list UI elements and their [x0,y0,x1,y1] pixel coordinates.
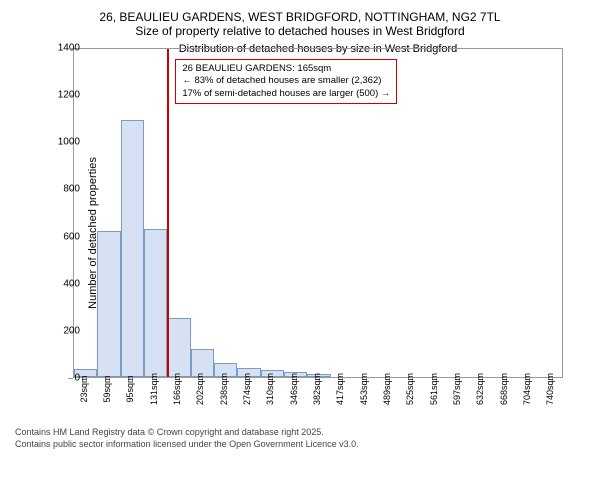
y-tick-label: 0 [45,373,80,384]
x-tick-label: 597sqm [452,373,462,405]
annotation-line1: 26 BEAULIEU GARDENS: 165sqm [182,63,390,75]
marker-line [167,49,169,377]
y-tick-line [68,189,73,190]
y-tick-line [68,95,73,96]
x-tick-label: 274sqm [242,373,252,405]
footer-line2: Contains public sector information licen… [15,439,585,451]
y-tick-line [68,48,73,49]
histogram-bar [121,120,144,377]
x-tick-label: 632sqm [475,373,485,405]
x-tick-label: 131sqm [149,373,159,405]
x-tick-label: 238sqm [219,373,229,405]
x-tick-label: 382sqm [312,373,322,405]
x-tick-label: 95sqm [125,375,135,402]
y-tick-line [68,378,73,379]
y-tick-line [68,237,73,238]
title-line1: 26, BEAULIEU GARDENS, WEST BRIDGFORD, NO… [15,10,585,24]
footer: Contains HM Land Registry data © Crown c… [15,427,585,450]
title-line2: Size of property relative to detached ho… [15,24,585,38]
footer-line1: Contains HM Land Registry data © Crown c… [15,427,585,439]
x-tick-label: 525sqm [405,373,415,405]
x-tick-label: 489sqm [382,373,392,405]
annotation-line2: ← 83% of detached houses are smaller (2,… [182,75,390,87]
histogram-bar [144,229,167,378]
chart-area: Number of detached properties 23sqm59sqm… [25,43,575,423]
plot-area: 23sqm59sqm95sqm131sqm166sqm202sqm238sqm2… [73,48,563,378]
y-tick-label: 200 [45,325,80,336]
x-tick-label: 740sqm [545,373,555,405]
y-tick-label: 400 [45,278,80,289]
x-tick-label: 417sqm [335,373,345,405]
y-tick-line [68,331,73,332]
histogram-bar [167,318,190,377]
x-tick-label: 202sqm [195,373,205,405]
y-tick-label: 800 [45,184,80,195]
y-tick-label: 1000 [45,137,80,148]
x-tick-label: 668sqm [499,373,509,405]
x-tick-label: 310sqm [265,373,275,405]
histogram-bar [97,231,120,377]
annotation-line3: 17% of semi-detached houses are larger (… [182,88,390,100]
annotation-box: 26 BEAULIEU GARDENS: 165sqm← 83% of deta… [175,59,397,104]
x-tick-label: 23sqm [79,375,89,402]
x-tick-label: 166sqm [172,373,182,405]
x-tick-label: 453sqm [359,373,369,405]
y-tick-label: 1200 [45,90,80,101]
y-tick-label: 1400 [45,43,80,54]
x-tick-label: 561sqm [429,373,439,405]
x-tick-label: 346sqm [289,373,299,405]
y-tick-line [68,142,73,143]
x-tick-label: 59sqm [102,375,112,402]
y-tick-line [68,284,73,285]
y-tick-label: 600 [45,231,80,242]
x-tick-label: 704sqm [522,373,532,405]
